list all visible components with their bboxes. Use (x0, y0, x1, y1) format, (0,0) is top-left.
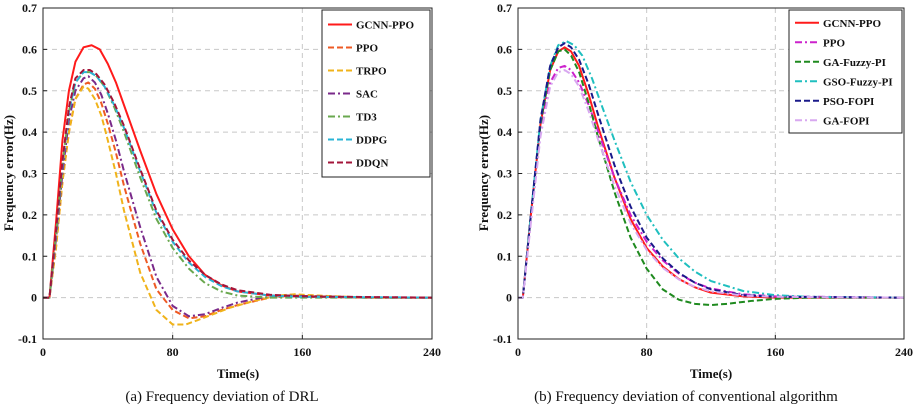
legend-label-ppo: PPO (823, 37, 845, 49)
x-tick-label: 0 (40, 345, 46, 359)
y-tick-label: 0.3 (22, 167, 37, 181)
y-tick-label: 0.2 (22, 208, 37, 222)
series-line-ga-fuzzy-pi (518, 48, 904, 307)
legend-label-ppo: PPO (356, 43, 378, 55)
y-tick-label: 0 (31, 291, 37, 305)
y-tick-label: -0.1 (493, 332, 512, 346)
x-axis-label-b: Time(s) (690, 366, 732, 381)
legend-label-pso-fopi: PSO-FOPI (823, 96, 874, 108)
y-axis-label-b: Frequency error(Hz) (476, 115, 491, 231)
y-tick-label: 0.4 (497, 125, 512, 139)
legend-label-ga-fuzzy-pi: GA-Fuzzy-PI (823, 57, 886, 69)
series-line-gcnn-ppo (43, 44, 432, 299)
legend-label-trpo: TRPO (356, 66, 387, 78)
y-tick-label: 0.7 (22, 1, 37, 15)
x-tick-label: 240 (423, 345, 441, 359)
y-tick-label: -0.1 (18, 332, 37, 346)
legend-box (788, 9, 903, 134)
caption-b: (b) Frequency deviation of conventional … (534, 389, 838, 405)
y-tick-label: 0.3 (497, 167, 512, 181)
x-tick-label: 240 (895, 345, 913, 359)
x-tick-label: 80 (641, 345, 653, 359)
panel-a: 0 80 160 240-0.100.10.20.30.40.50.60.7 Time… (1, 1, 441, 405)
x-tick-label: 80 (167, 345, 179, 359)
series-line-ga-fopi (518, 69, 905, 299)
legend-label-gso-fuzzy-pi: GSO-Fuzzy-PI (823, 76, 893, 88)
lines-a (43, 44, 433, 326)
y-tick-label: 0.2 (497, 208, 512, 222)
series-line-ddqn (43, 69, 433, 299)
series-line-ppo (518, 64, 905, 299)
y-tick-label: 0.5 (22, 84, 37, 98)
legend-label-gcnn-ppo: GCNN-PPO (356, 20, 414, 32)
legend-label-ddpg: DDPG (356, 135, 388, 147)
y-tick-label: 0.5 (497, 84, 512, 98)
legend-label-ddqn: DDQN (356, 158, 388, 170)
legend-label-sac: SAC (356, 89, 378, 101)
legend-label-td3: TD3 (356, 112, 377, 124)
y-tick-label: 0.4 (22, 125, 37, 139)
x-tick-label: 160 (766, 345, 784, 359)
caption-a: (a) Frequency deviation of DRL (125, 389, 318, 405)
series-line-pso-fopi (518, 42, 905, 299)
panel-b: 0 80 160 240-0.100.10.20.30.40.50.60.7 Time… (476, 1, 913, 405)
legend-a: GCNN-PPO PPO TRPO SAC TD3 DDPG DDQN (321, 9, 431, 178)
y-tick-label: 0 (506, 291, 512, 305)
y-tick-label: 0.6 (497, 42, 512, 56)
ticks-b: 0 80 160 240-0.100.10.20.30.40.50.60.7 (493, 1, 913, 359)
y-tick-label: 0.1 (497, 249, 512, 263)
y-tick-label: 0.6 (22, 42, 37, 56)
lines-b (518, 40, 905, 307)
x-tick-label: 160 (293, 345, 311, 359)
y-tick-label: 0.1 (22, 249, 37, 263)
x-axis-label-a: Time(s) (217, 366, 259, 381)
y-axis-label-a: Frequency error(Hz) (1, 115, 16, 231)
legend-b: GCNN-PPO PPO GA-Fuzzy-PI GSO-Fuzzy-PI PSO-FO… (788, 9, 903, 134)
legend-label-ga-fopi: GA-FOPI (823, 115, 869, 127)
y-tick-label: 0.7 (497, 1, 512, 15)
x-tick-label: 0 (515, 345, 521, 359)
ticks-a: 0 80 160 240-0.100.10.20.30.40.50.60.7 (18, 1, 441, 359)
legend-label-gcnn-ppo: GCNN-PPO (823, 18, 881, 30)
